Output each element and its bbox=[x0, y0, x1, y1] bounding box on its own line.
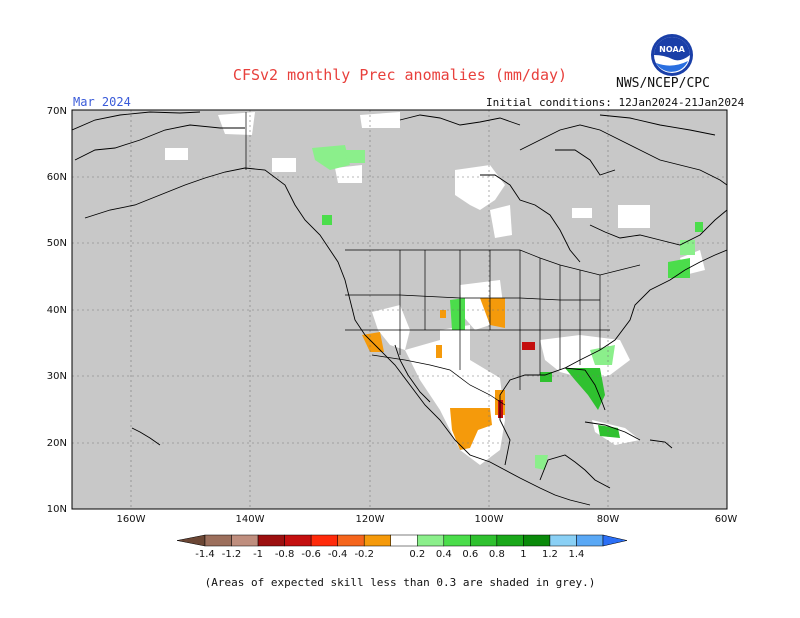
target-month-label: Mar 2024 bbox=[73, 95, 131, 109]
colorbar-label: 1.2 bbox=[542, 549, 558, 560]
colorbar-swatch bbox=[576, 534, 604, 547]
lon-tick-label: 120W bbox=[356, 514, 385, 525]
latitude-ticks: 10N 20N 30N 40N 50N 60N 70N bbox=[47, 106, 67, 515]
chart-title: CFSv2 monthly Prec anomalies (mm/day) bbox=[232, 66, 568, 84]
colorbar-swatch bbox=[496, 534, 524, 547]
lat-tick-label: 40N bbox=[47, 305, 67, 316]
footnote: (Areas of expected skill less than 0.3 a… bbox=[204, 576, 596, 589]
colorbar-label: 1.4 bbox=[569, 549, 585, 560]
agency-label: NWS/NCEP/CPC bbox=[616, 76, 710, 91]
colorbar-label: 1 bbox=[520, 549, 526, 560]
lat-tick-label: 30N bbox=[47, 371, 67, 382]
lat-tick-label: 50N bbox=[47, 238, 67, 249]
colorbar-arrow-high bbox=[602, 534, 628, 547]
colorbar: -1.4 -1.2 -1 -0.8 -0.6 -0.4 -0.2 0.2 0.4 0.6 0.8 1 1… bbox=[176, 534, 628, 560]
colorbar-swatch bbox=[470, 534, 498, 547]
lon-tick-label: 140W bbox=[236, 514, 265, 525]
noaa-logo-icon: NOAA bbox=[651, 34, 693, 76]
lon-tick-label: 100W bbox=[475, 514, 504, 525]
colorbar-swatch bbox=[284, 534, 312, 547]
colorbar-label: 0.6 bbox=[462, 549, 478, 560]
lat-tick-label: 60N bbox=[47, 172, 67, 183]
colorbar-label: -0.4 bbox=[328, 549, 348, 560]
coastlines bbox=[72, 111, 727, 506]
initial-conditions-label: Initial conditions: 12Jan2024-21Jan2024 bbox=[486, 96, 745, 109]
colorbar-swatch bbox=[390, 534, 418, 547]
colorbar-label: 0.4 bbox=[436, 549, 452, 560]
colorbar-swatch bbox=[443, 534, 471, 547]
political-boundaries bbox=[245, 112, 641, 406]
longitude-ticks: 160W 140W 120W 100W 80W 60W bbox=[117, 514, 738, 525]
map-frame bbox=[71, 109, 728, 510]
colorbar-label: 0.2 bbox=[409, 549, 425, 560]
logo-text: NOAA bbox=[659, 45, 685, 54]
colorbar-label: -0.2 bbox=[354, 549, 374, 560]
lat-tick-label: 20N bbox=[47, 438, 67, 449]
lon-tick-label: 80W bbox=[597, 514, 620, 525]
colorbar-swatch bbox=[204, 534, 232, 547]
colorbar-swatch bbox=[257, 534, 285, 547]
lat-tick-label: 10N bbox=[47, 504, 67, 515]
colorbar-swatch bbox=[231, 534, 259, 547]
colorbar-swatch bbox=[337, 534, 365, 547]
colorbar-swatch bbox=[549, 534, 577, 547]
colorbar-label: -1.2 bbox=[222, 549, 242, 560]
lat-tick-label: 70N bbox=[47, 106, 67, 117]
colorbar-swatch bbox=[417, 534, 445, 547]
graticule bbox=[72, 110, 727, 509]
lon-tick-label: 60W bbox=[715, 514, 738, 525]
colorbar-label: -0.6 bbox=[301, 549, 321, 560]
colorbar-swatch bbox=[523, 534, 551, 547]
lon-tick-label: 160W bbox=[117, 514, 146, 525]
colorbar-swatch bbox=[363, 534, 391, 547]
colorbar-label: -1.4 bbox=[195, 549, 215, 560]
map-border bbox=[71, 109, 728, 510]
colorbar-label: 0.8 bbox=[489, 549, 505, 560]
colorbar-label: -0.8 bbox=[275, 549, 295, 560]
colorbar-label: -1 bbox=[253, 549, 263, 560]
colorbar-swatch bbox=[310, 534, 338, 547]
colorbar-arrow-low bbox=[176, 534, 206, 547]
